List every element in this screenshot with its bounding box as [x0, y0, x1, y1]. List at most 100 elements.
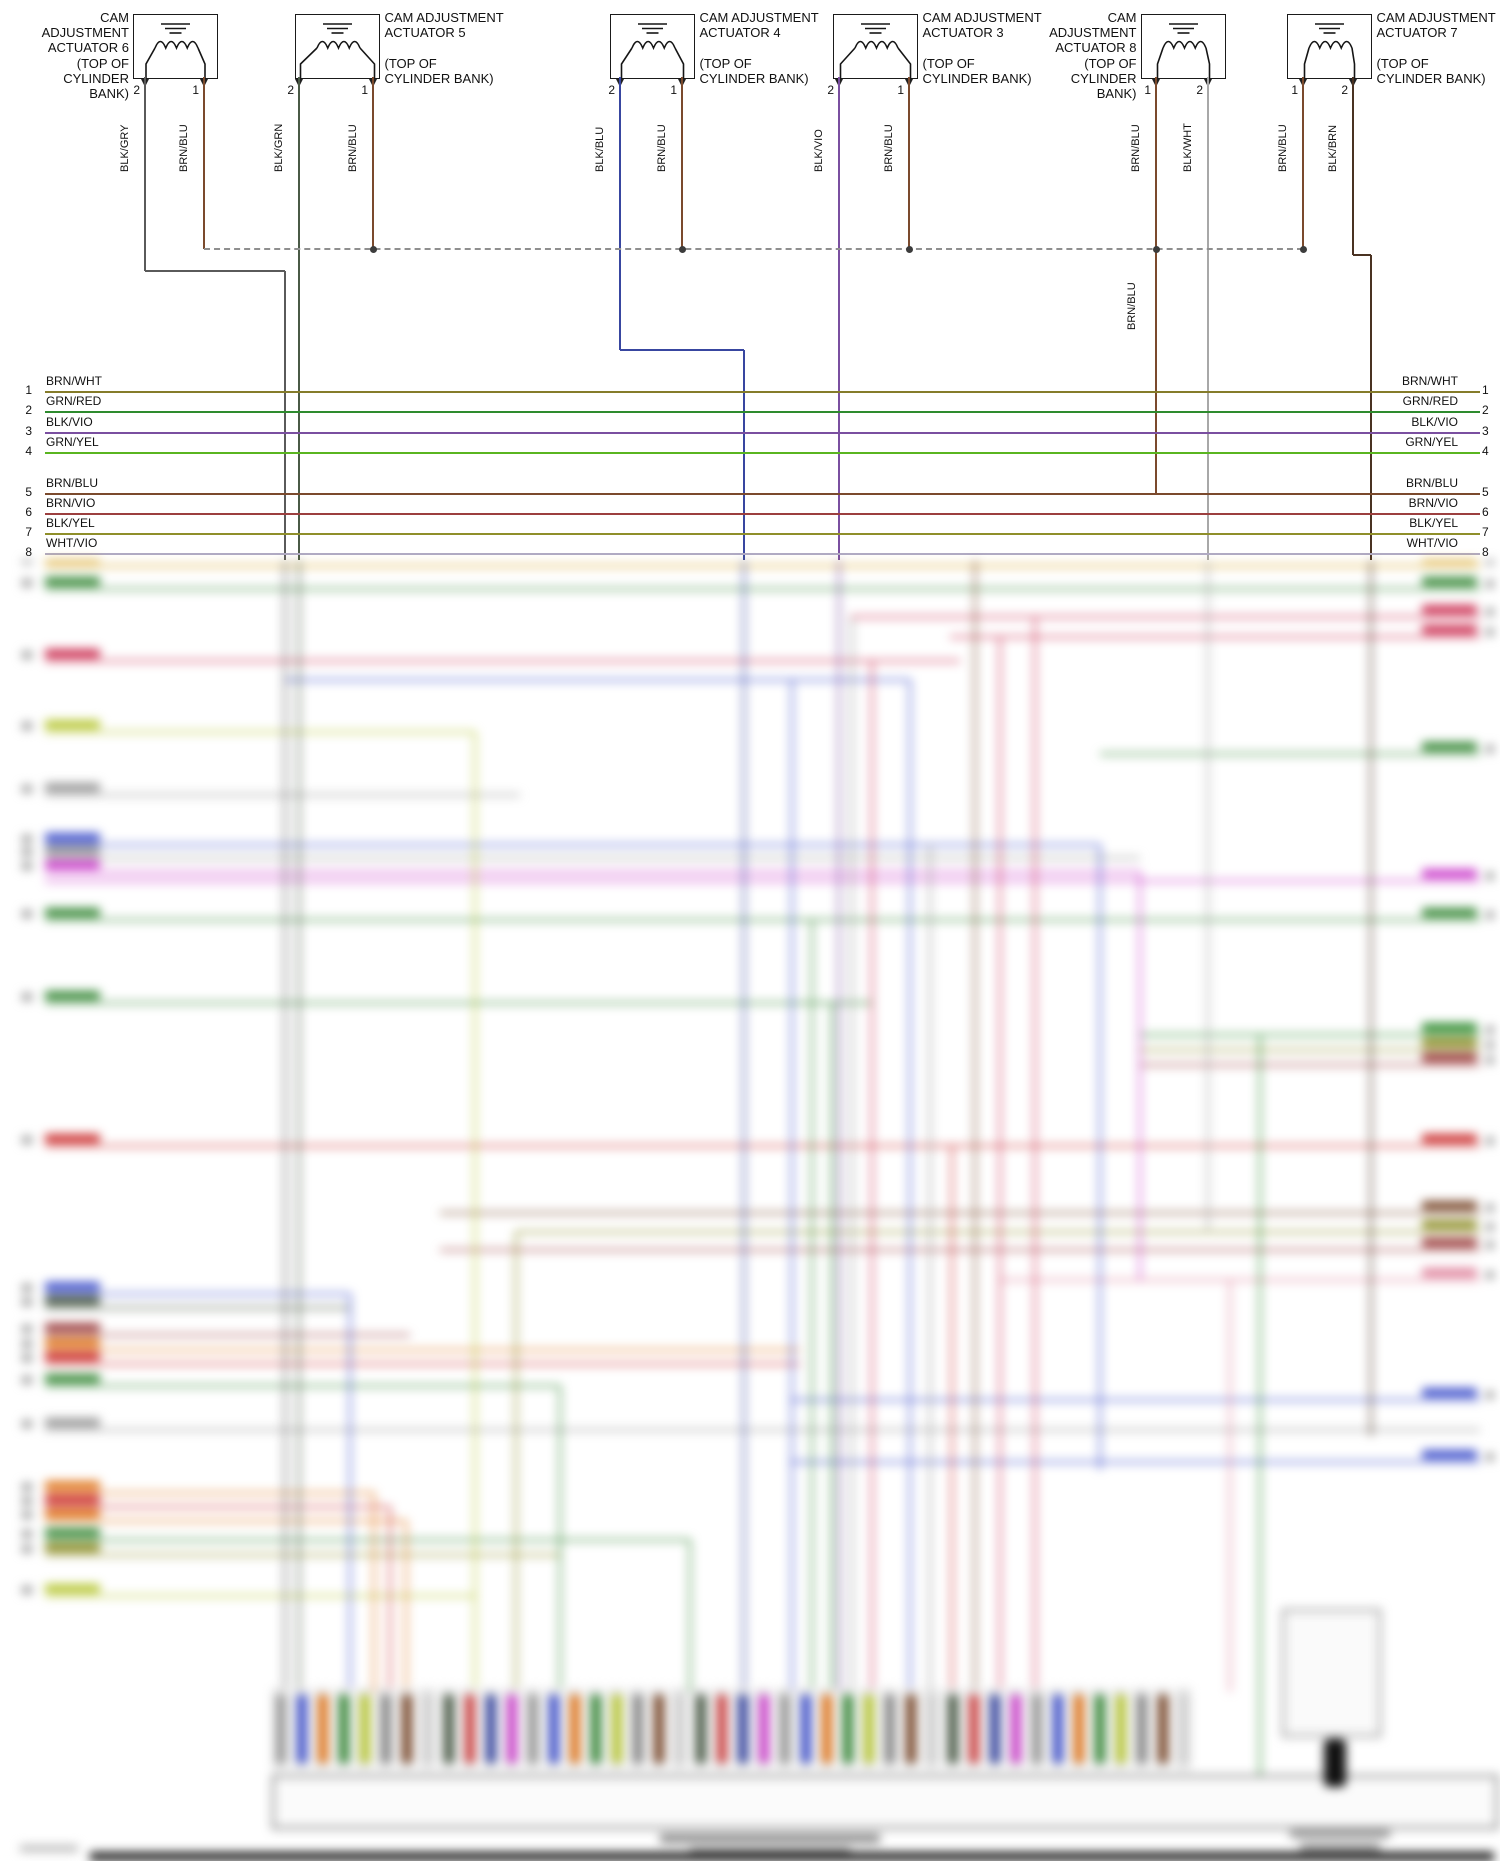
- actuator-8-title: CAM ADJUSTMENT ACTUATOR 8: [1049, 10, 1137, 55]
- wire-row-8-line: [45, 553, 1480, 555]
- blurred-edge-mark: [22, 1298, 32, 1306]
- blurred-wire-hline: [45, 1363, 800, 1365]
- actuator-5-pin-2-number: 2: [287, 83, 294, 97]
- wire-blk-grn-vertical: [298, 77, 300, 560]
- blurred-wire-vline: [951, 1146, 953, 1692]
- blurred-wire-hline: [45, 1506, 390, 1508]
- wire-blk-blu-vertical: [619, 77, 621, 350]
- wire-row-1-number-left: 1: [25, 383, 32, 397]
- brn-blu-bus-dashed-line: [204, 248, 1303, 250]
- blurred-edge-mark: [22, 722, 32, 730]
- wire-row-7-line: [45, 533, 1480, 535]
- actuator-3-box: [832, 14, 918, 79]
- blurred-connector-pin: [717, 1695, 727, 1763]
- blurred-edge-mark: [1486, 745, 1494, 753]
- blurred-label-chip: [45, 833, 100, 842]
- wire-row-1-label-left: BRN/WHT: [46, 374, 102, 388]
- wire-row-8-number-right: 8: [1482, 545, 1489, 559]
- wire-row-5-label-right: BRN/BLU: [1405, 476, 1458, 490]
- wire-blk-brn-horizontal: [1353, 254, 1371, 256]
- actuator-6-pin-1-wire-label: BRN/BLU: [178, 124, 190, 172]
- actuator-3-pin-2-number: 2: [827, 83, 834, 97]
- blurred-wire-hline: [45, 1429, 1480, 1431]
- diagram-blurred-region: [0, 560, 1500, 1861]
- blurred-label-chip: [45, 860, 100, 869]
- blurred-wire-hline: [950, 636, 1480, 638]
- blurred-wire-hline: [45, 565, 1480, 567]
- blurred-edge-mark: [22, 1483, 32, 1491]
- blurred-wire-hline: [1140, 1064, 1480, 1066]
- bus-drop-wire-label: BRN/BLU: [1126, 282, 1138, 330]
- blurred-label-chip: [45, 577, 100, 586]
- wire-row-7-label-left: BLK/YEL: [46, 516, 95, 530]
- blurred-wire-hline: [45, 880, 1480, 882]
- wire-row-7-label-right: BLK/YEL: [1409, 516, 1458, 530]
- blurred-edge-mark: [22, 785, 32, 793]
- bus-junction-dot: [1152, 245, 1160, 253]
- actuator-5-pin-1-wire-label: BRN/BLU: [347, 124, 359, 172]
- blurred-wire-hline: [1000, 1279, 1480, 1281]
- blurred-component-box: [1282, 1609, 1381, 1737]
- actuator-3-title: CAM ADJUSTMENT ACTUATOR 3: [922, 10, 1042, 40]
- blurred-wire-vline: [909, 680, 911, 1692]
- wire-row-6-number-right: 6: [1482, 505, 1489, 519]
- blurred-connector-pin: [738, 1695, 748, 1763]
- blurred-wire-vline: [389, 1507, 391, 1692]
- blurred-label-chip: [45, 1338, 100, 1347]
- blurred-connector-pin: [1158, 1695, 1168, 1763]
- blurred-connector-pin: [801, 1695, 811, 1763]
- blurred-edge-mark: [1486, 1041, 1494, 1049]
- actuator-8-pin-2-wire-label: BLK/WHT: [1182, 123, 1194, 172]
- blurred-wire-vline: [811, 920, 813, 1692]
- blurred-caption-bar: [1290, 1830, 1390, 1838]
- blurred-wire-vline: [474, 732, 476, 1692]
- blurred-label-chip: [1422, 605, 1477, 614]
- blurred-edge-mark: [1486, 608, 1494, 616]
- wire-brn-blu-vertical: [1155, 77, 1157, 249]
- actuator-7-pin-1-wire-label: BRN/BLU: [1277, 124, 1289, 172]
- wire-row-1-number-right: 1: [1482, 383, 1489, 397]
- blurred-edge-mark: [22, 1511, 32, 1519]
- blurred-wire-vline: [1370, 560, 1372, 1436]
- wire-row-4-label-left: GRN/YEL: [46, 435, 99, 449]
- blurred-label-chip: [45, 1543, 100, 1552]
- blurred-label-chip: [1422, 577, 1477, 586]
- blurred-wire-hline: [45, 1145, 1480, 1147]
- blurred-edge-mark: [22, 1497, 32, 1505]
- bus-junction-dot: [369, 245, 377, 253]
- blurred-edge-mark: [22, 1284, 32, 1292]
- wire-row-5-line: [45, 493, 1480, 495]
- blurred-label-chip: [1422, 742, 1477, 751]
- wire-row-8-label-left: WHT/VIO: [46, 536, 98, 550]
- actuator-4-pin-1-wire-label: BRN/BLU: [656, 124, 668, 172]
- blurred-label-chip: [45, 1481, 100, 1490]
- wire-blk-brn-vertical: [1352, 77, 1354, 255]
- watermark-mark: [20, 1845, 78, 1852]
- bottom-black-bar: [90, 1852, 1494, 1861]
- blurred-edge-mark: [22, 1420, 32, 1428]
- blurred-wire-hline: [45, 1307, 350, 1309]
- blurred-wire-vline: [851, 617, 853, 1692]
- blurred-label-chip: [1422, 560, 1477, 563]
- blurred-connector-pin: [1116, 1695, 1126, 1763]
- blurred-connector-pin: [990, 1695, 1000, 1763]
- blurred-wire-vline: [999, 637, 1001, 1692]
- coil-icon: [620, 23, 684, 78]
- blurred-wire-vline: [559, 1386, 561, 1692]
- blurred-label-chip: [45, 1509, 100, 1518]
- wire-row-1-label-right: BRN/WHT: [1402, 374, 1458, 388]
- bus-junction-dot: [1299, 245, 1307, 253]
- blurred-label-chip: [1422, 1388, 1477, 1397]
- blurred-connector-pin: [570, 1695, 580, 1763]
- blurred-edge-mark: [1486, 628, 1494, 636]
- blurred-edge-mark: [22, 651, 32, 659]
- blurred-connector-pin: [381, 1695, 391, 1763]
- blurred-connector-pin: [507, 1695, 517, 1763]
- blurred-wire-hline: [440, 1249, 1480, 1251]
- actuator-5-title: CAM ADJUSTMENT ACTUATOR 5: [384, 10, 504, 40]
- blurred-edge-mark: [22, 848, 32, 856]
- blurred-connector-pin: [927, 1695, 937, 1763]
- wire-row-6-label-right: BRN/VIO: [1408, 496, 1458, 510]
- blurred-edge-mark: [1486, 1453, 1494, 1461]
- blurred-wire-hline: [45, 1554, 560, 1556]
